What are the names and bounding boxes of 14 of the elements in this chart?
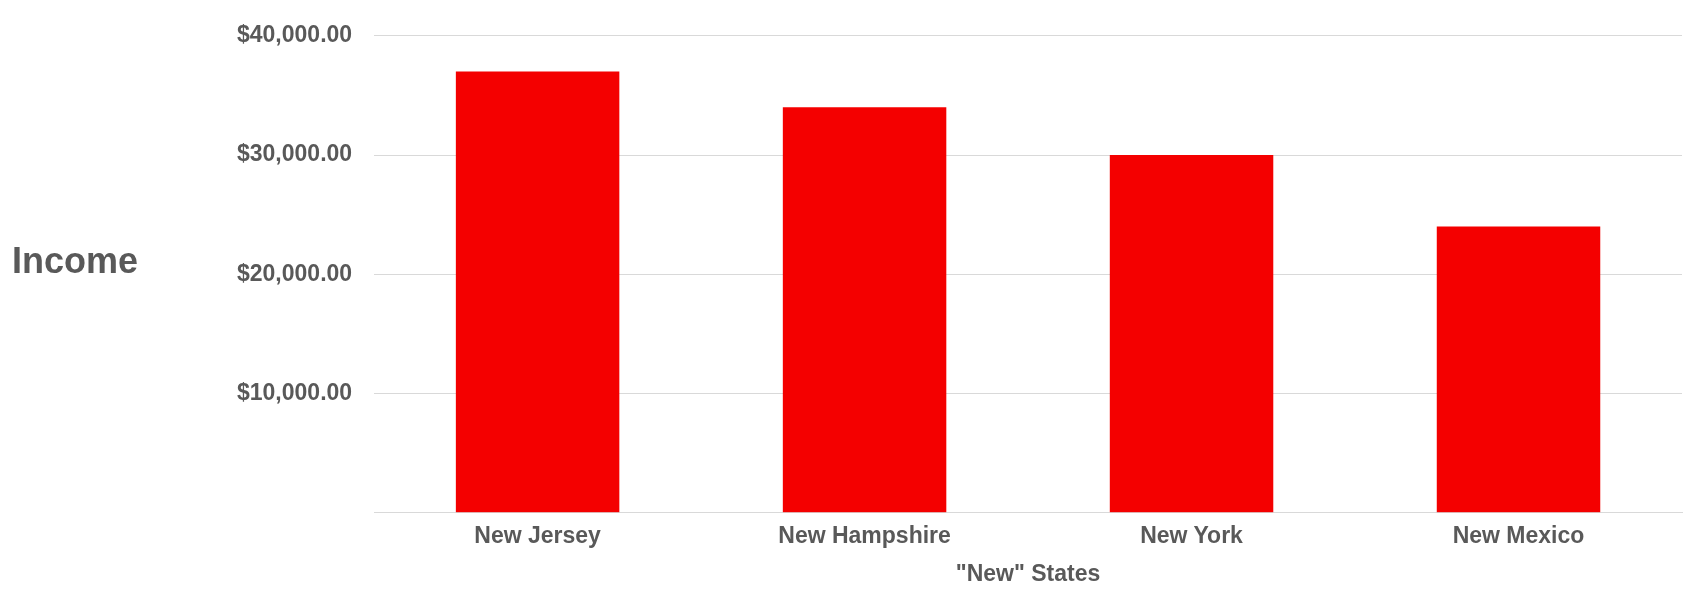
y-tick-label: $40,000.00: [236, 21, 353, 48]
bar: [455, 71, 620, 513]
x-axis-title: "New" States: [955, 559, 1101, 586]
x-tick-label: New York: [1140, 521, 1244, 548]
y-axis-title: Income: [12, 240, 139, 282]
bar: [1436, 226, 1601, 513]
y-tick-label: $20,000.00: [236, 259, 353, 286]
y-tick-label: $30,000.00: [236, 140, 353, 167]
bar: [1109, 155, 1274, 513]
bar: [782, 107, 947, 513]
x-tick-label: New Hampshire: [778, 521, 951, 548]
x-tick-label: New Mexico: [1452, 521, 1585, 548]
x-tick-label: New Jersey: [474, 521, 602, 548]
y-tick-label: $10,000.00: [236, 378, 353, 405]
